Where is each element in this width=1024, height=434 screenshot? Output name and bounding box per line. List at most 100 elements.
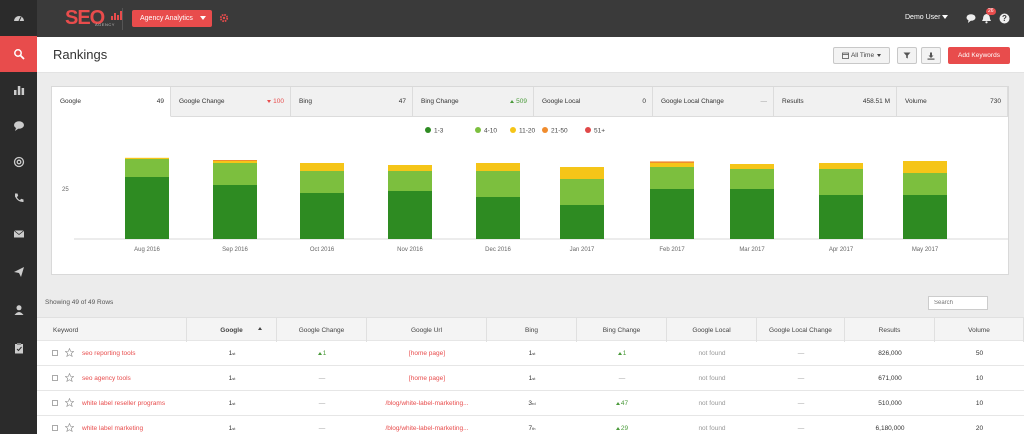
keyword-link[interactable]: seo reporting tools [82,341,187,365]
google-url-link[interactable]: /blog/white-label-marketing... [367,391,487,415]
sidebar-item-analytics[interactable] [0,72,37,108]
bar-segment[interactable] [213,160,257,161]
bar-segment[interactable] [650,189,694,239]
sidebar-item-users[interactable] [0,292,37,328]
tab-google-local[interactable]: Google Local 0 [534,87,653,117]
bar-segment[interactable] [560,167,604,179]
column-header[interactable]: Bing [487,318,577,342]
star-icon[interactable] [65,373,74,382]
sidebar-item-mentions[interactable] [0,144,37,180]
x-tick-label: Sep 2016 [222,247,248,253]
sidebar-item-rankings[interactable] [0,36,37,72]
sidebar-item-send[interactable] [0,254,37,290]
gear-icon[interactable] [219,13,229,23]
legend-item[interactable]: 21-50 [542,127,568,135]
bar-segment[interactable] [650,161,694,163]
tab-volume[interactable]: Volume 730 [897,87,1008,117]
bar-segment[interactable] [125,177,169,239]
sidebar-item-social[interactable] [0,108,37,144]
bar-segment[interactable] [213,163,257,185]
bar-segment[interactable] [560,179,604,205]
bar-segment[interactable] [476,163,520,171]
sidebar-item-calls[interactable] [0,180,37,216]
bar-segment[interactable] [903,195,947,239]
row-checkbox[interactable] [52,425,58,431]
table-search-input[interactable] [928,296,988,310]
legend-swatch [510,127,516,133]
add-keywords-button[interactable]: Add Keywords [948,47,1010,64]
tab-bing[interactable]: Bing 47 [291,87,413,117]
bar-segment[interactable] [819,163,863,169]
google-local: not found [698,349,726,357]
tab-label: Google [60,98,81,105]
bell-icon[interactable] [981,13,992,24]
column-header[interactable]: Google [187,318,277,342]
sidebar-item-dashboard[interactable] [0,0,37,36]
sidebar-item-email[interactable] [0,216,37,252]
tab-google-local-change[interactable]: Google Local Change — [653,87,774,117]
tab-google[interactable]: Google 49 [52,87,171,117]
bar-segment[interactable] [213,161,257,163]
bar-segment[interactable] [730,169,774,189]
bar-segment[interactable] [819,195,863,239]
google-change: — [318,399,326,407]
bar-segment[interactable] [730,189,774,239]
bar-segment[interactable] [300,171,344,193]
column-header[interactable]: Results [845,318,935,342]
column-header[interactable]: Google Url [367,318,487,342]
google-url-link[interactable]: [home page] [367,341,487,365]
bar-segment[interactable] [650,167,694,189]
tab-google-change[interactable]: Google Change 100 [171,87,291,117]
chat-icon[interactable] [966,13,977,24]
download-button[interactable] [921,47,941,64]
google-url-link[interactable]: /blog/white-label-marketing... [367,416,487,434]
keyword-link[interactable]: white label reseller programs [82,391,187,415]
keyword-link[interactable]: white label marketing [82,416,187,434]
user-menu[interactable]: Demo User [905,14,949,21]
tab-bing-change[interactable]: Bing Change 509 [413,87,534,117]
notification-badge: 26 [986,8,996,15]
bar-segment[interactable] [388,165,432,171]
star-icon[interactable] [65,423,74,432]
bar-segment[interactable] [730,164,774,169]
column-header[interactable]: Google Local Change [757,318,845,342]
row-checkbox[interactable] [52,350,58,356]
bar-segment[interactable] [560,205,604,239]
row-checkbox[interactable] [52,400,58,406]
legend-item[interactable]: 11-20 [510,127,536,135]
column-header[interactable]: Keyword [37,318,187,342]
bar-segment[interactable] [125,159,169,177]
help-icon[interactable]: ? [999,13,1010,24]
bar-segment[interactable] [388,191,432,239]
bar-segment[interactable] [476,197,520,239]
bar-segment[interactable] [650,163,694,167]
agency-select-button[interactable]: Agency Analytics [132,10,212,27]
bar-segment[interactable] [903,161,947,173]
legend-item[interactable]: 4-10 [475,127,497,135]
bar-segment[interactable] [125,157,169,159]
logo[interactable]: SEO AGENCY [65,7,135,31]
column-header[interactable]: Google Change [277,318,367,342]
bar-segment[interactable] [903,173,947,195]
column-header[interactable]: Volume [935,318,1024,342]
bar-segment[interactable] [476,171,520,197]
filter-button[interactable] [897,47,917,64]
legend-item[interactable]: 1-3 [425,127,444,135]
bar-segment[interactable] [213,185,257,239]
bar-segment[interactable] [300,193,344,239]
volume: 50 [975,349,984,357]
google-url-link[interactable]: [home page] [367,366,487,390]
tab-results[interactable]: Results 458.51 M [774,87,897,117]
bar-segment[interactable] [388,171,432,191]
row-checkbox[interactable] [52,375,58,381]
bar-segment[interactable] [300,163,344,171]
column-header[interactable]: Bing Change [577,318,667,342]
star-icon[interactable] [65,398,74,407]
sidebar-item-tasks[interactable] [0,330,37,366]
legend-item[interactable]: 51+ [585,127,605,135]
keyword-link[interactable]: seo agency tools [82,366,187,390]
bar-segment[interactable] [819,169,863,195]
column-header[interactable]: Google Local [667,318,757,342]
date-range-button[interactable]: All Time [833,47,890,64]
star-icon[interactable] [65,348,74,357]
